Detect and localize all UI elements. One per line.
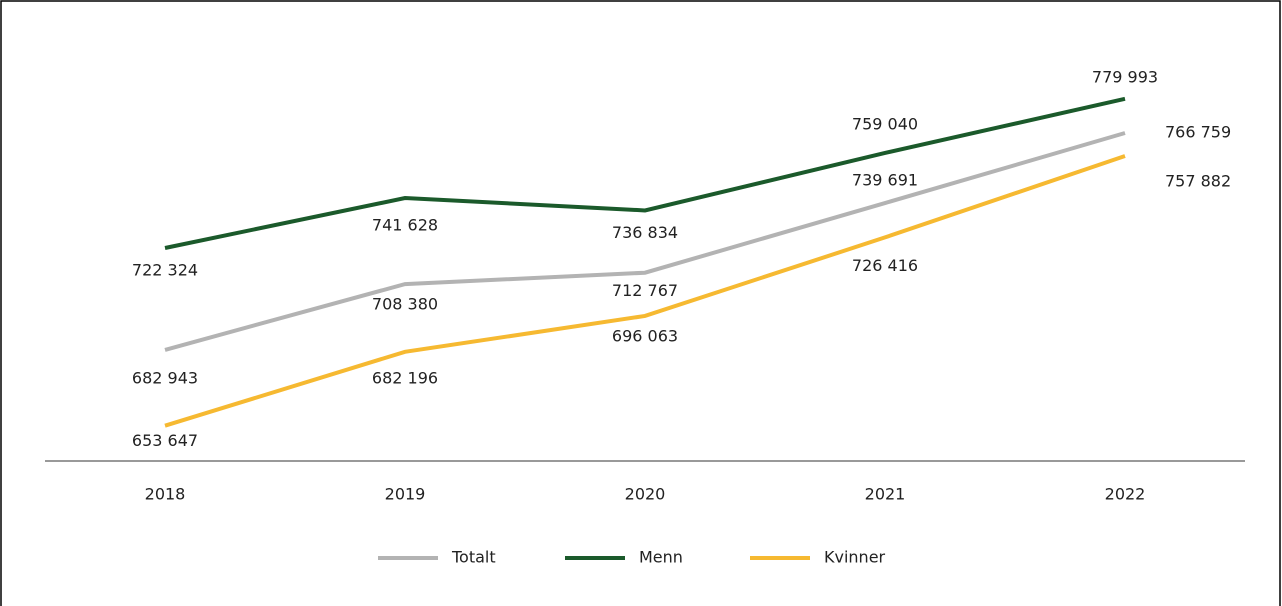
data-label: 757 882	[1165, 171, 1231, 190]
x-tick-label: 2021	[865, 485, 906, 504]
series-line	[164, 131, 1126, 352]
legend-label: Kvinner	[824, 548, 886, 567]
data-label: 712 767	[612, 281, 678, 300]
data-label: 736 834	[612, 223, 678, 242]
data-label: 708 380	[372, 295, 438, 314]
series-line	[164, 154, 1126, 428]
x-tick-label: 2018	[145, 485, 186, 504]
data-label: 779 993	[1092, 67, 1158, 86]
data-label: 653 647	[132, 431, 198, 450]
data-label: 739 691	[852, 171, 918, 190]
data-label: 759 040	[852, 114, 918, 133]
data-label: 726 416	[852, 256, 918, 275]
legend-label: Totalt	[451, 548, 496, 567]
series-line	[164, 96, 1126, 250]
legend-label: Menn	[639, 548, 683, 567]
x-tick-label: 2020	[625, 485, 666, 504]
data-label: 766 759	[1165, 123, 1231, 142]
data-label: 741 628	[372, 216, 438, 235]
x-tick-label: 2019	[385, 485, 426, 504]
x-tick-label: 2022	[1105, 485, 1146, 504]
data-label: 696 063	[612, 326, 678, 345]
data-label: 682 196	[372, 368, 438, 387]
data-label: 722 324	[132, 260, 198, 279]
data-label: 682 943	[132, 368, 198, 387]
